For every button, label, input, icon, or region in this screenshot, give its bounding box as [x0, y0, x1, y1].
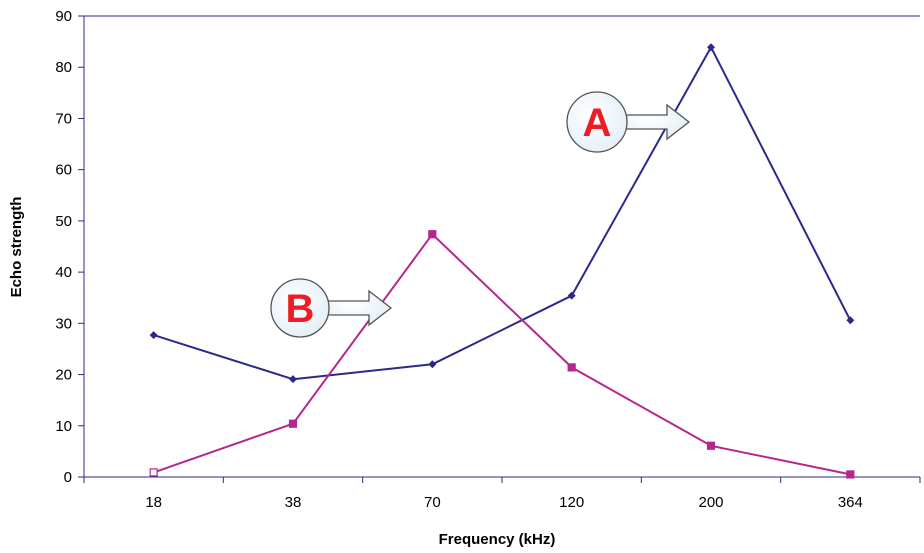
callout-layer: AB [270, 91, 691, 338]
y-tick-label: 0 [64, 469, 72, 486]
x-tick-label: 70 [424, 494, 441, 511]
data-point [846, 316, 855, 325]
data-point [567, 291, 576, 300]
callout-b: B [270, 278, 393, 338]
data-point [149, 331, 158, 340]
data-point [149, 468, 158, 477]
callout-a: A [566, 91, 691, 153]
data-point [428, 360, 437, 369]
y-tick-label: 50 [55, 213, 72, 230]
callout-label: B [286, 287, 315, 331]
y-tick-label: 70 [55, 110, 72, 127]
y-tick-label: 40 [55, 264, 72, 281]
data-point [567, 363, 576, 372]
x-tick-label: 364 [838, 494, 863, 511]
data-point [428, 230, 437, 239]
data-point [289, 375, 297, 384]
x-tick-label: 120 [559, 494, 584, 511]
y-tick-label: 10 [55, 418, 72, 435]
y-tick-label: 20 [55, 367, 72, 384]
data-point [288, 419, 298, 428]
y-tick-label: 60 [55, 162, 72, 179]
data-point [706, 441, 716, 450]
x-axis-title: Frequency (kHz) [439, 531, 556, 548]
y-tick-label: 30 [55, 315, 72, 332]
callout-arrow [324, 289, 393, 327]
data-point [707, 43, 715, 52]
callout-circle [270, 278, 330, 338]
axes: 0 10 20 30 40 50 60 70 80 90 18 38 70 120 200 364 [55, 8, 921, 511]
x-tick-label: 38 [285, 494, 302, 511]
callout-arrow [622, 103, 691, 141]
x-tick-label: 200 [698, 494, 723, 511]
callout-circle [566, 91, 628, 153]
series-line-2 [153, 233, 851, 476]
y-axis-title: Echo strength [8, 197, 25, 298]
x-tick-label: 18 [145, 494, 162, 511]
callout-label: A [583, 101, 612, 145]
y-tick-label: 90 [55, 8, 72, 25]
series-line-1 [153, 46, 852, 381]
series-layer [149, 43, 855, 479]
data-point [846, 470, 855, 479]
y-tick-label: 80 [55, 59, 72, 76]
